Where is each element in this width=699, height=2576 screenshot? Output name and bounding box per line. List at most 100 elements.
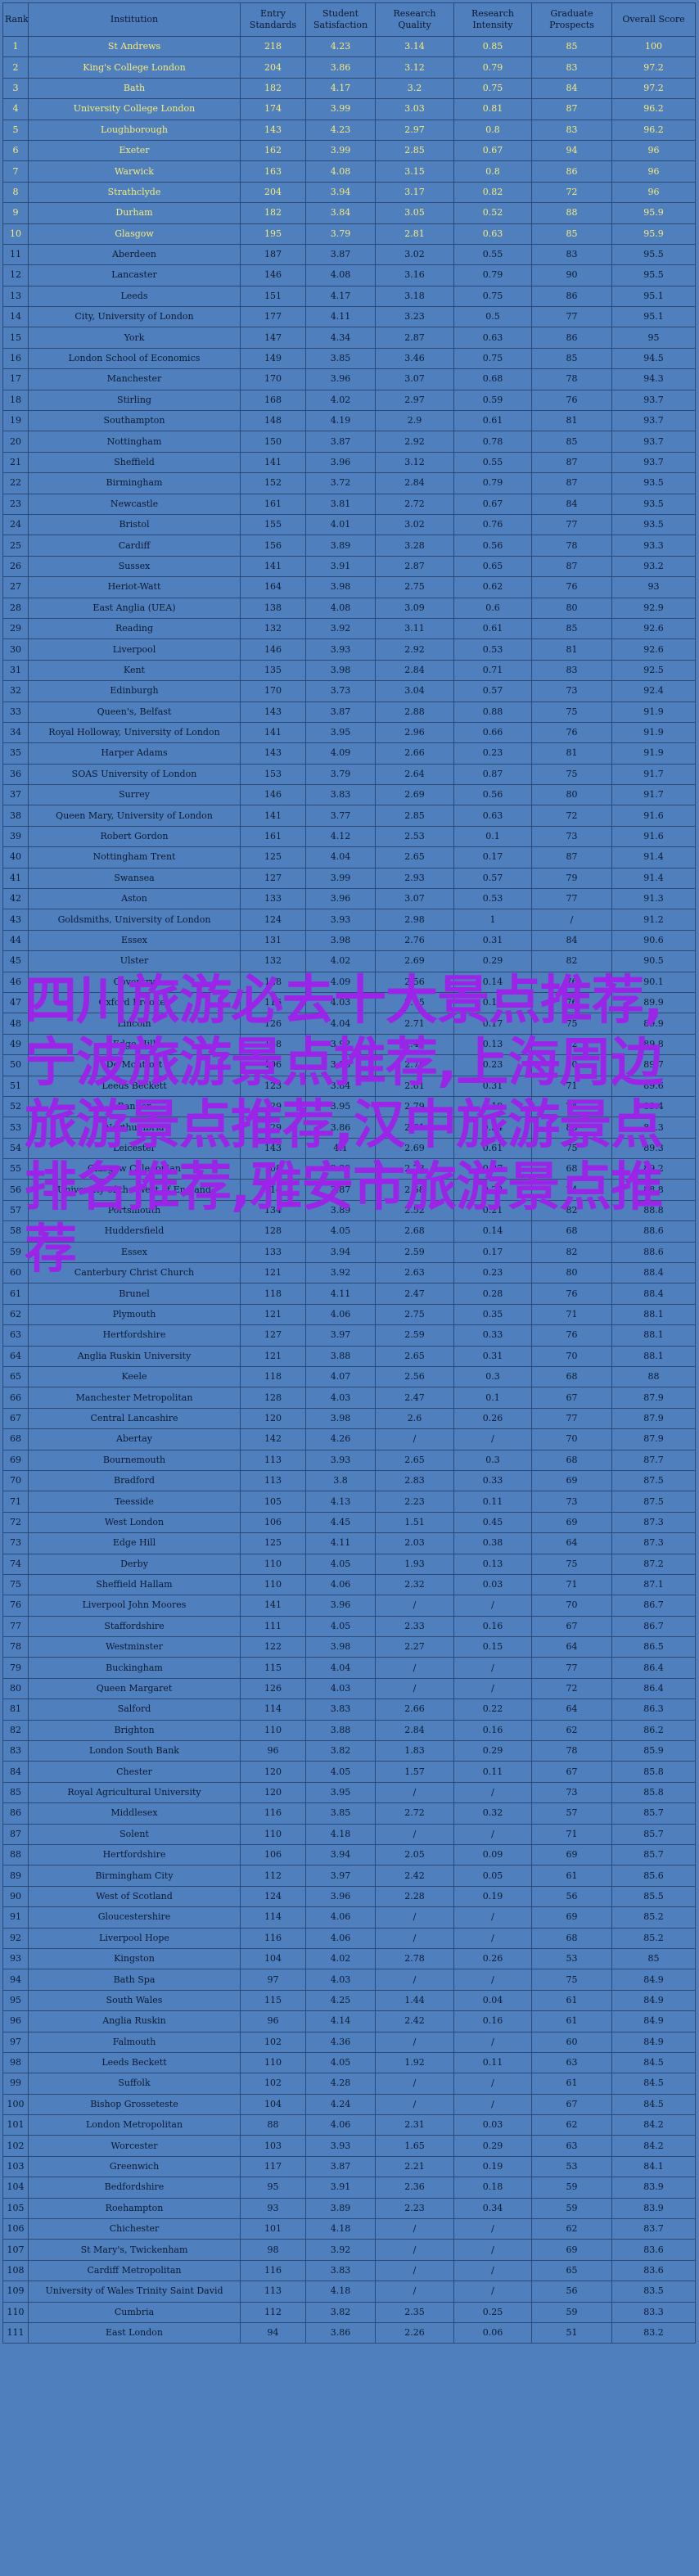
cell-research-quality: 2.59 [375,1241,454,1264]
cell-entry-standards: 106 [240,1843,306,1866]
cell-research-intensity: / [453,1927,532,1949]
cell-graduate-prospects: 73 [531,1491,612,1513]
cell-rank: 37 [2,784,29,806]
table-row: 13 Leeds 151 4.17 3.18 0.75 86 95.1 [2,285,696,308]
cell-research-quality: 2.69 [375,1137,454,1160]
cell-research-intensity: 0.33 [453,1469,532,1492]
cell-research-quality: 2.69 [375,950,454,972]
cell-research-intensity: 0.63 [453,805,532,827]
cell-institution: Bradford [28,1469,241,1492]
cell-research-quality: 2.92 [375,431,454,453]
cell-institution: Surrey [28,784,241,806]
cell-graduate-prospects: 84 [531,929,612,952]
cell-graduate-prospects: 81 [531,742,612,765]
cell-graduate-prospects: 86 [531,327,612,349]
cell-student-satisfaction: 4.08 [305,597,376,619]
cell-research-intensity: 0.35 [453,1303,532,1326]
cell-research-intensity: 0.34 [453,2197,532,2220]
cell-institution: East Anglia (UEA) [28,597,241,619]
cell-student-satisfaction: 3.92 [305,1033,376,1056]
cell-entry-standards: 102 [240,2073,306,2095]
cell-research-intensity: 0.25 [453,2301,532,2323]
cell-research-intensity: 0.87 [453,763,532,786]
cell-entry-standards: 143 [240,742,306,765]
table-row: 90 West of Scotland 124 3.96 2.28 0.19 56 85.5 [2,1885,696,1908]
table-row: 63 Hertfordshire 127 3.97 2.59 0.33 76 88.1 [2,1324,696,1347]
cell-institution: Leeds [28,285,241,308]
cell-rank: 1 [2,35,29,58]
cell-entry-standards: 128 [240,971,306,993]
table-row: 20 Nottingham 150 3.87 2.92 0.78 85 93.7 [2,431,696,453]
cell-research-quality: 3.46 [375,347,454,370]
cell-student-satisfaction: 3.91 [305,555,376,578]
table-row: 35 Harper Adams 143 4.09 2.66 0.23 81 91.9 [2,742,696,765]
cell-graduate-prospects: 82 [531,1033,612,1056]
cell-research-intensity: 0.11 [453,2051,532,2074]
cell-overall-score: 86.3 [611,1699,696,1721]
cell-entry-standards: 116 [240,2259,306,2282]
cell-institution: City, University of London [28,306,241,328]
cell-rank: 28 [2,597,29,619]
cell-entry-standards: 110 [240,1719,306,1742]
cell-research-intensity: 0.05 [453,1865,532,1887]
table-row: 29 Reading 132 3.92 3.11 0.61 85 92.6 [2,617,696,640]
cell-overall-score: 85.7 [611,1843,696,1866]
cell-student-satisfaction: 3.86 [305,56,376,79]
cell-entry-standards: 134 [240,1199,306,1222]
cell-rank: 70 [2,1469,29,1492]
cell-entry-standards: 164 [240,576,306,598]
cell-institution: Teesside [28,1491,241,1513]
cell-overall-score: 91.9 [611,742,696,765]
cell-rank: 32 [2,680,29,702]
cell-research-quality: 2.33 [375,1615,454,1638]
cell-overall-score: 83.3 [611,2301,696,2323]
table-row: 69 Bournemouth 113 3.93 2.65 0.3 68 87.7 [2,1449,696,1471]
cell-entry-standards: 110 [240,1573,306,1596]
cell-overall-score: 87.2 [611,1553,696,1575]
cell-overall-score: 93.5 [611,493,696,515]
cell-student-satisfaction: 3.99 [305,98,376,120]
cell-research-intensity: / [453,1677,532,1700]
cell-entry-standards: 132 [240,950,306,972]
cell-research-quality: 2.47 [375,1033,454,1056]
cell-overall-score: 96.2 [611,98,696,120]
cell-rank: 19 [2,410,29,432]
cell-entry-standards: 141 [240,805,306,827]
cell-research-quality: 2.87 [375,555,454,578]
cell-student-satisfaction: 3.95 [305,721,376,744]
cell-student-satisfaction: 3.89 [305,535,376,557]
cell-rank: 43 [2,909,29,931]
cell-institution: Glasgow [28,223,241,245]
cell-institution: Swansea [28,867,241,890]
cell-overall-score: 86.4 [611,1657,696,1679]
cell-rank: 67 [2,1407,29,1430]
table-row: 44 Essex 131 3.98 2.76 0.31 84 90.6 [2,929,696,952]
cell-graduate-prospects: 77 [531,888,612,910]
cell-student-satisfaction: 3.84 [305,1075,376,1097]
cell-research-intensity: 0.33 [453,1324,532,1347]
table-row: 28 East Anglia (UEA) 138 4.08 3.09 0.6 80 92.9 [2,597,696,619]
cell-graduate-prospects: 77 [531,1407,612,1430]
table-row: 106 Chichester 101 4.18//62 83.7 [2,2218,696,2240]
cell-entry-standards: 138 [240,597,306,619]
cell-institution: Newcastle [28,493,241,515]
cell-graduate-prospects: 81 [531,638,612,661]
cell-graduate-prospects: 77 [531,306,612,328]
table-row: 111 East London 94 3.86 2.26 0.06 51 83.2 [2,2321,696,2344]
table-row: 107 St Mary's, Twickenham 98 3.92//69 83.6 [2,2239,696,2261]
table-row: 84 Chester 120 4.05 1.57 0.11 67 85.8 [2,1761,696,1783]
table-row: 57 Portsmouth 134 3.89 2.52 0.21 82 88.8 [2,1199,696,1222]
cell-rank: 54 [2,1137,29,1160]
cell-entry-standards: 128 [240,1220,306,1243]
cell-rank: 97 [2,2031,29,2053]
cell-rank: 42 [2,888,29,910]
cell-research-intensity: 0.19 [453,2155,532,2178]
cell-rank: 109 [2,2281,29,2303]
cell-institution: University of the West of England [28,1179,241,1201]
table-row: 87 Solent 110 4.18//71 85.7 [2,1823,696,1845]
cell-institution: Exeter [28,139,241,162]
table-row: 68 Abertay 142 4.26//70 87.9 [2,1428,696,1450]
cell-entry-standards: 127 [240,867,306,890]
cell-institution: Greenwich [28,2155,241,2178]
cell-graduate-prospects: 72 [531,805,612,827]
